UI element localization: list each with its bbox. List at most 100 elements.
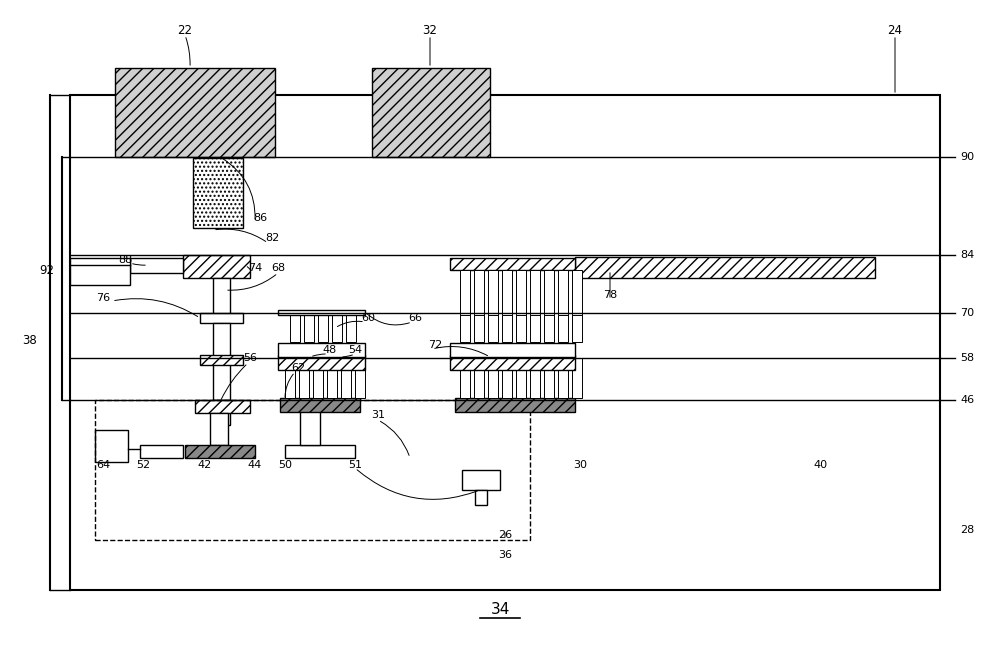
Bar [558, 270, 568, 315]
Bar [332, 313, 342, 342]
Bar [462, 470, 500, 490]
Bar [450, 258, 575, 270]
Text: 50: 50 [278, 460, 292, 470]
Bar [290, 313, 300, 342]
Text: 58: 58 [960, 353, 974, 363]
Bar [278, 355, 365, 370]
Text: 70: 70 [960, 308, 974, 318]
Bar [474, 358, 484, 398]
Bar [575, 257, 875, 278]
Bar [572, 313, 582, 342]
Bar [558, 313, 568, 342]
Bar [488, 358, 498, 398]
Text: 60: 60 [361, 313, 375, 323]
Bar [475, 490, 487, 505]
Bar [544, 313, 554, 342]
Bar [544, 270, 554, 315]
Text: 48: 48 [323, 345, 337, 355]
Bar [346, 313, 356, 342]
Bar [213, 278, 230, 315]
Bar [304, 313, 314, 342]
Text: 51: 51 [348, 460, 362, 470]
Bar [516, 270, 526, 315]
Bar [502, 313, 512, 342]
Bar [474, 270, 484, 315]
Text: 46: 46 [960, 395, 974, 405]
Bar [516, 313, 526, 342]
Bar [516, 358, 526, 398]
Bar [488, 270, 498, 315]
Text: 31: 31 [371, 410, 385, 420]
Text: 90: 90 [960, 152, 974, 162]
Text: 82: 82 [265, 233, 279, 243]
Bar [115, 68, 275, 157]
Bar [213, 400, 230, 425]
Bar [95, 400, 530, 540]
Bar [195, 400, 250, 413]
Text: 22: 22 [178, 24, 192, 37]
Bar [318, 313, 328, 342]
Bar [285, 445, 355, 458]
Bar [285, 358, 295, 398]
Bar [280, 398, 360, 412]
Text: 54: 54 [348, 345, 362, 355]
Text: 92: 92 [40, 264, 54, 276]
Text: 26: 26 [498, 530, 512, 540]
Bar [450, 355, 575, 370]
Bar [130, 258, 183, 273]
Text: 40: 40 [813, 460, 827, 470]
Text: 56: 56 [243, 353, 257, 363]
Bar [474, 313, 484, 342]
Bar [185, 445, 255, 458]
Text: 38: 38 [23, 334, 37, 347]
Bar [278, 310, 365, 315]
Bar [70, 258, 130, 285]
Bar [372, 68, 490, 157]
Bar [200, 313, 243, 323]
Bar [313, 358, 323, 398]
Bar [460, 358, 470, 398]
Bar [572, 358, 582, 398]
Bar [502, 270, 512, 315]
Bar [558, 358, 568, 398]
Bar [140, 445, 183, 458]
Bar [95, 430, 128, 462]
Text: 74: 74 [248, 263, 262, 273]
Bar [450, 343, 575, 357]
Text: 62: 62 [291, 363, 305, 373]
Text: 84: 84 [960, 250, 974, 260]
Text: 66: 66 [408, 313, 422, 323]
Text: 44: 44 [248, 460, 262, 470]
Bar [299, 358, 309, 398]
Bar [300, 410, 320, 445]
Text: 52: 52 [136, 460, 150, 470]
Text: 88: 88 [118, 255, 132, 265]
Text: 36: 36 [498, 550, 512, 560]
Bar [460, 270, 470, 315]
Bar [327, 358, 337, 398]
Bar [530, 358, 540, 398]
Bar [183, 255, 250, 278]
Text: 72: 72 [428, 340, 442, 350]
Bar [70, 95, 940, 590]
Text: 76: 76 [96, 293, 110, 303]
Text: 86: 86 [253, 213, 267, 223]
Text: 42: 42 [198, 460, 212, 470]
Text: 32: 32 [423, 24, 437, 37]
Text: 30: 30 [573, 460, 587, 470]
Bar [210, 413, 228, 445]
Bar [213, 323, 230, 400]
Bar [530, 270, 540, 315]
Bar [341, 358, 351, 398]
Text: 24: 24 [888, 24, 902, 37]
Bar [488, 313, 498, 342]
Bar [193, 158, 243, 228]
Bar [200, 355, 243, 365]
Bar [460, 313, 470, 342]
Bar [278, 343, 365, 357]
Bar [455, 398, 575, 412]
Text: 78: 78 [603, 290, 617, 300]
Bar [544, 358, 554, 398]
Bar [355, 358, 365, 398]
Text: 68: 68 [271, 263, 285, 273]
